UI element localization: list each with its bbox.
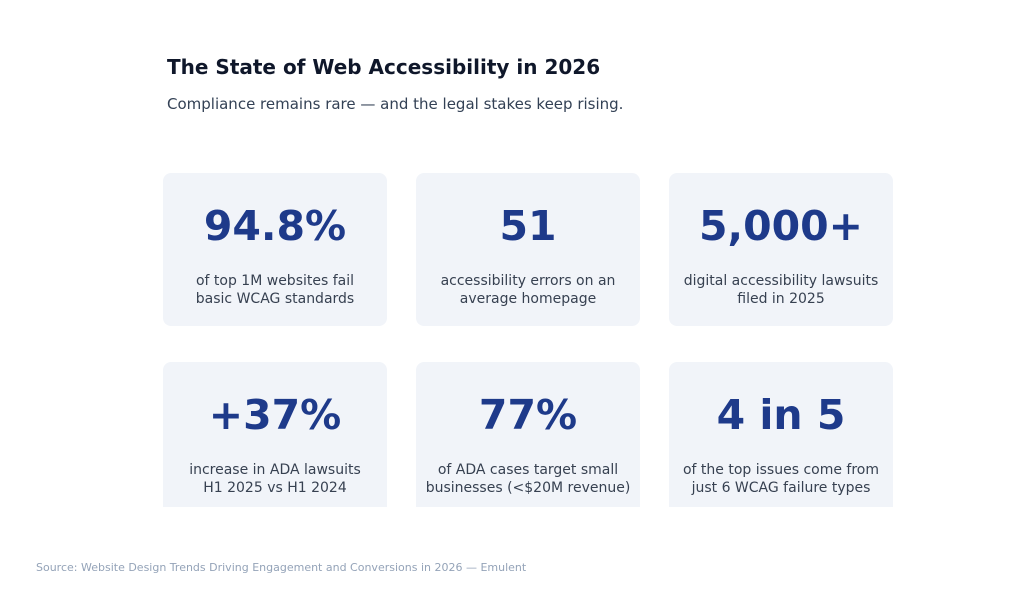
stat-card: 5,000+ digital accessibility lawsuits fil…: [669, 173, 893, 326]
stat-value: 5,000+: [698, 202, 864, 250]
stat-description: accessibility errors on an average homepa…: [440, 273, 616, 307]
stat-card: 77% of ADA cases target small businesses …: [416, 362, 640, 507]
stat-value: 77%: [478, 391, 578, 439]
stat-card: +37% increase in ADA lawsuits H1 2025 vs …: [163, 362, 387, 507]
stat-description: digital accessibility lawsuits filed in 2…: [683, 273, 879, 307]
page-subtitle: Compliance remains rare — and the legal …: [167, 95, 624, 113]
stat-value: +37%: [208, 391, 342, 439]
stat-value: 51: [499, 202, 557, 250]
stat-description: of top 1M websites fail basic WCAG standa…: [195, 273, 355, 307]
stat-description: increase in ADA lawsuits H1 2025 vs H1 20…: [189, 462, 361, 496]
page-title: The State of Web Accessibility in 2026: [167, 55, 601, 79]
stat-value: 4 in 5: [716, 391, 846, 439]
stat-description: of ADA cases target small businesses (<$2…: [425, 462, 631, 496]
stat-description: of the top issues come from just 6 WCAG f…: [682, 462, 879, 496]
stat-card: 51 accessibility errors on an average hom…: [416, 173, 640, 326]
stat-card: 4 in 5 of the top issues come from just 6…: [669, 362, 893, 507]
source-note: Source: Website Design Trends Driving En…: [36, 561, 527, 574]
stat-card: 94.8% of top 1M websites fail basic WCAG …: [163, 173, 387, 326]
stat-value: 94.8%: [203, 202, 347, 250]
